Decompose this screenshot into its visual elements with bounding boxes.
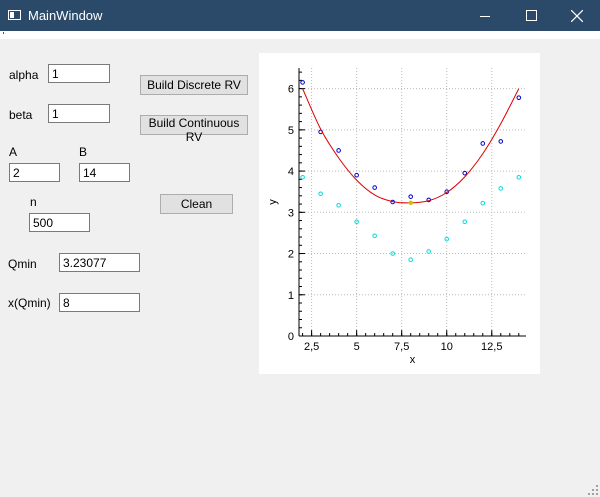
data-point	[444, 236, 450, 242]
y-tick-label: 4	[288, 166, 294, 178]
x-tick-label: 10	[441, 341, 453, 353]
n-input[interactable]	[29, 213, 90, 232]
y-tick-label: 2	[288, 249, 294, 261]
n-label: n	[30, 195, 37, 209]
data-point	[354, 219, 359, 225]
y-tick-label: 5	[288, 125, 294, 137]
minimize-button[interactable]	[462, 0, 508, 31]
data-point	[426, 249, 432, 254]
beta-input[interactable]	[48, 104, 110, 123]
x-tick-label: 7,5	[394, 341, 409, 353]
build-discrete-rv-button[interactable]: Build Discrete RV	[140, 75, 248, 95]
data-point	[372, 185, 377, 190]
title-bar: MainWindow	[0, 0, 600, 31]
chart-panel: 2,5 5 7,5 10 12,5 0 1 2 3 4 5 6 x y	[259, 53, 540, 374]
data-point	[462, 219, 468, 225]
data-point	[318, 191, 323, 197]
data-point	[516, 174, 522, 180]
qmin-label: Qmin	[8, 257, 37, 271]
alpha-label: alpha	[9, 68, 39, 82]
minimize-icon	[480, 15, 490, 17]
A-label: A	[9, 145, 18, 159]
beta-label: beta	[9, 108, 33, 122]
data-point	[354, 172, 359, 178]
qmin-marker	[408, 200, 413, 206]
data-point	[480, 200, 486, 206]
x-axis-label: x	[410, 354, 416, 366]
clean-button[interactable]: Clean	[160, 194, 233, 214]
data-point	[336, 202, 341, 208]
data-point	[336, 148, 341, 153]
chart-plot: 2,5 5 7,5 10 12,5 0 1 2 3 4 5 6 x y	[267, 68, 526, 366]
close-button[interactable]	[554, 0, 600, 31]
xqmin-label: x(Qmin)	[8, 296, 51, 310]
x-tick-label: 2,5	[304, 341, 319, 353]
y-tick-label: 6	[288, 84, 294, 96]
data-point	[462, 170, 468, 176]
menu-bar-handle	[3, 32, 4, 34]
y-tick-label: 0	[288, 331, 294, 343]
close-icon	[571, 9, 583, 22]
resize-grip[interactable]	[588, 485, 598, 495]
fit-curve	[302, 88, 520, 204]
build-continuous-rv-button[interactable]: Build Continuous RV	[140, 115, 248, 144]
menu-bar	[0, 31, 600, 39]
y-tick-label: 3	[288, 207, 294, 219]
data-point	[390, 251, 395, 256]
data-point	[408, 194, 413, 199]
data-point	[300, 174, 305, 180]
y-tick-label: 1	[288, 290, 294, 302]
app-icon	[8, 10, 21, 20]
data-point	[498, 186, 504, 191]
data-point	[372, 233, 377, 239]
maximize-icon	[525, 10, 537, 21]
x-tick-label: 12,5	[481, 341, 502, 353]
data-point	[408, 257, 413, 263]
B-label: B	[79, 145, 88, 159]
data-point	[516, 95, 522, 100]
alpha-input[interactable]	[48, 64, 110, 83]
window-title: MainWindow	[28, 8, 103, 23]
A-input[interactable]	[9, 163, 60, 182]
y-axis-label: y	[267, 199, 279, 205]
x-tick-label: 5	[354, 341, 360, 353]
data-point	[480, 141, 486, 146]
B-input[interactable]	[79, 163, 130, 182]
data-point	[498, 139, 504, 144]
data-point	[300, 80, 305, 85]
maximize-button[interactable]	[508, 0, 554, 31]
qmin-field[interactable]	[59, 253, 140, 272]
xqmin-field[interactable]	[59, 293, 140, 312]
